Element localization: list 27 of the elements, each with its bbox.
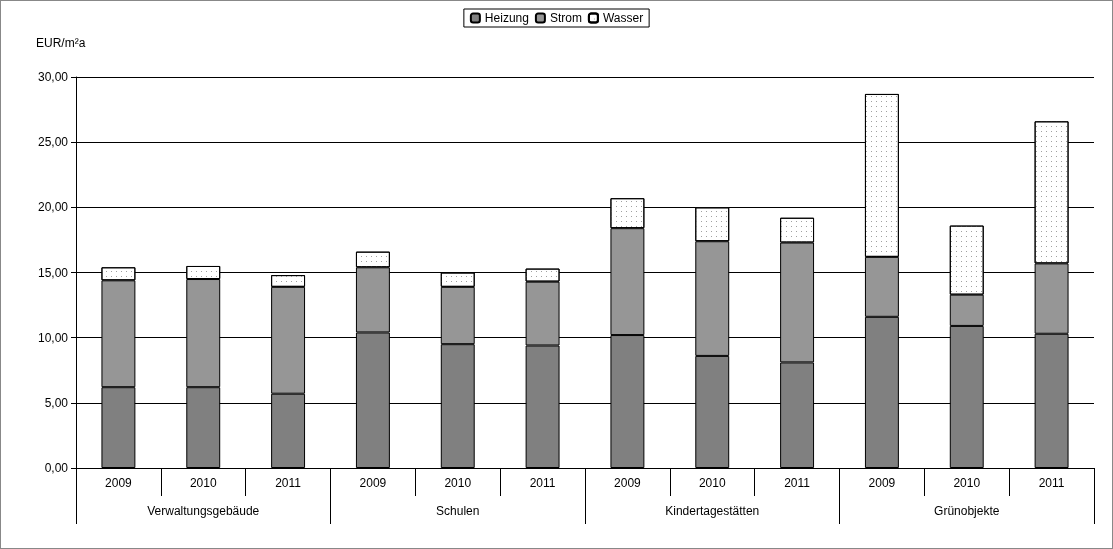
- y-tick-label: 5,00: [44, 395, 69, 410]
- text: Schulen: [436, 504, 480, 518]
- legend-label: Strom: [549, 11, 582, 25]
- y-tick-label: 10,00: [37, 330, 69, 345]
- y-tick-label: 25,00: [37, 135, 69, 150]
- x-tick-label: 2011: [275, 476, 302, 490]
- text: Kindertagestätten: [665, 504, 760, 518]
- x-tick-label: 2011: [1038, 476, 1065, 490]
- x-tick-label: 2011: [529, 476, 556, 490]
- x-tick-label: 2009: [614, 476, 642, 490]
- legend-label: Heizung: [484, 11, 529, 25]
- x-tick-label: 2010: [189, 476, 217, 490]
- y-tick-label: 30,00: [37, 70, 69, 84]
- y-tick-label: 20,00: [37, 200, 69, 215]
- y-axis-title: EUR/m²a: [36, 36, 86, 50]
- x-tick-label: 2010: [953, 476, 981, 490]
- x-tick-label: 2009: [868, 476, 896, 490]
- legend-label: Wasser: [602, 11, 644, 25]
- x-tick-label: 2011: [784, 476, 811, 490]
- x-tick-label: 2010: [444, 476, 472, 490]
- text: Grünobjekte: [934, 504, 1000, 518]
- y-tick-label: 15,00: [37, 265, 69, 280]
- y-tick-label: 0,00: [44, 461, 69, 475]
- text: Verwaltungsgebäude: [147, 504, 260, 518]
- x-tick-label: 2009: [105, 476, 133, 490]
- x-tick-label: 2009: [359, 476, 387, 490]
- x-tick-label: 2010: [698, 476, 726, 490]
